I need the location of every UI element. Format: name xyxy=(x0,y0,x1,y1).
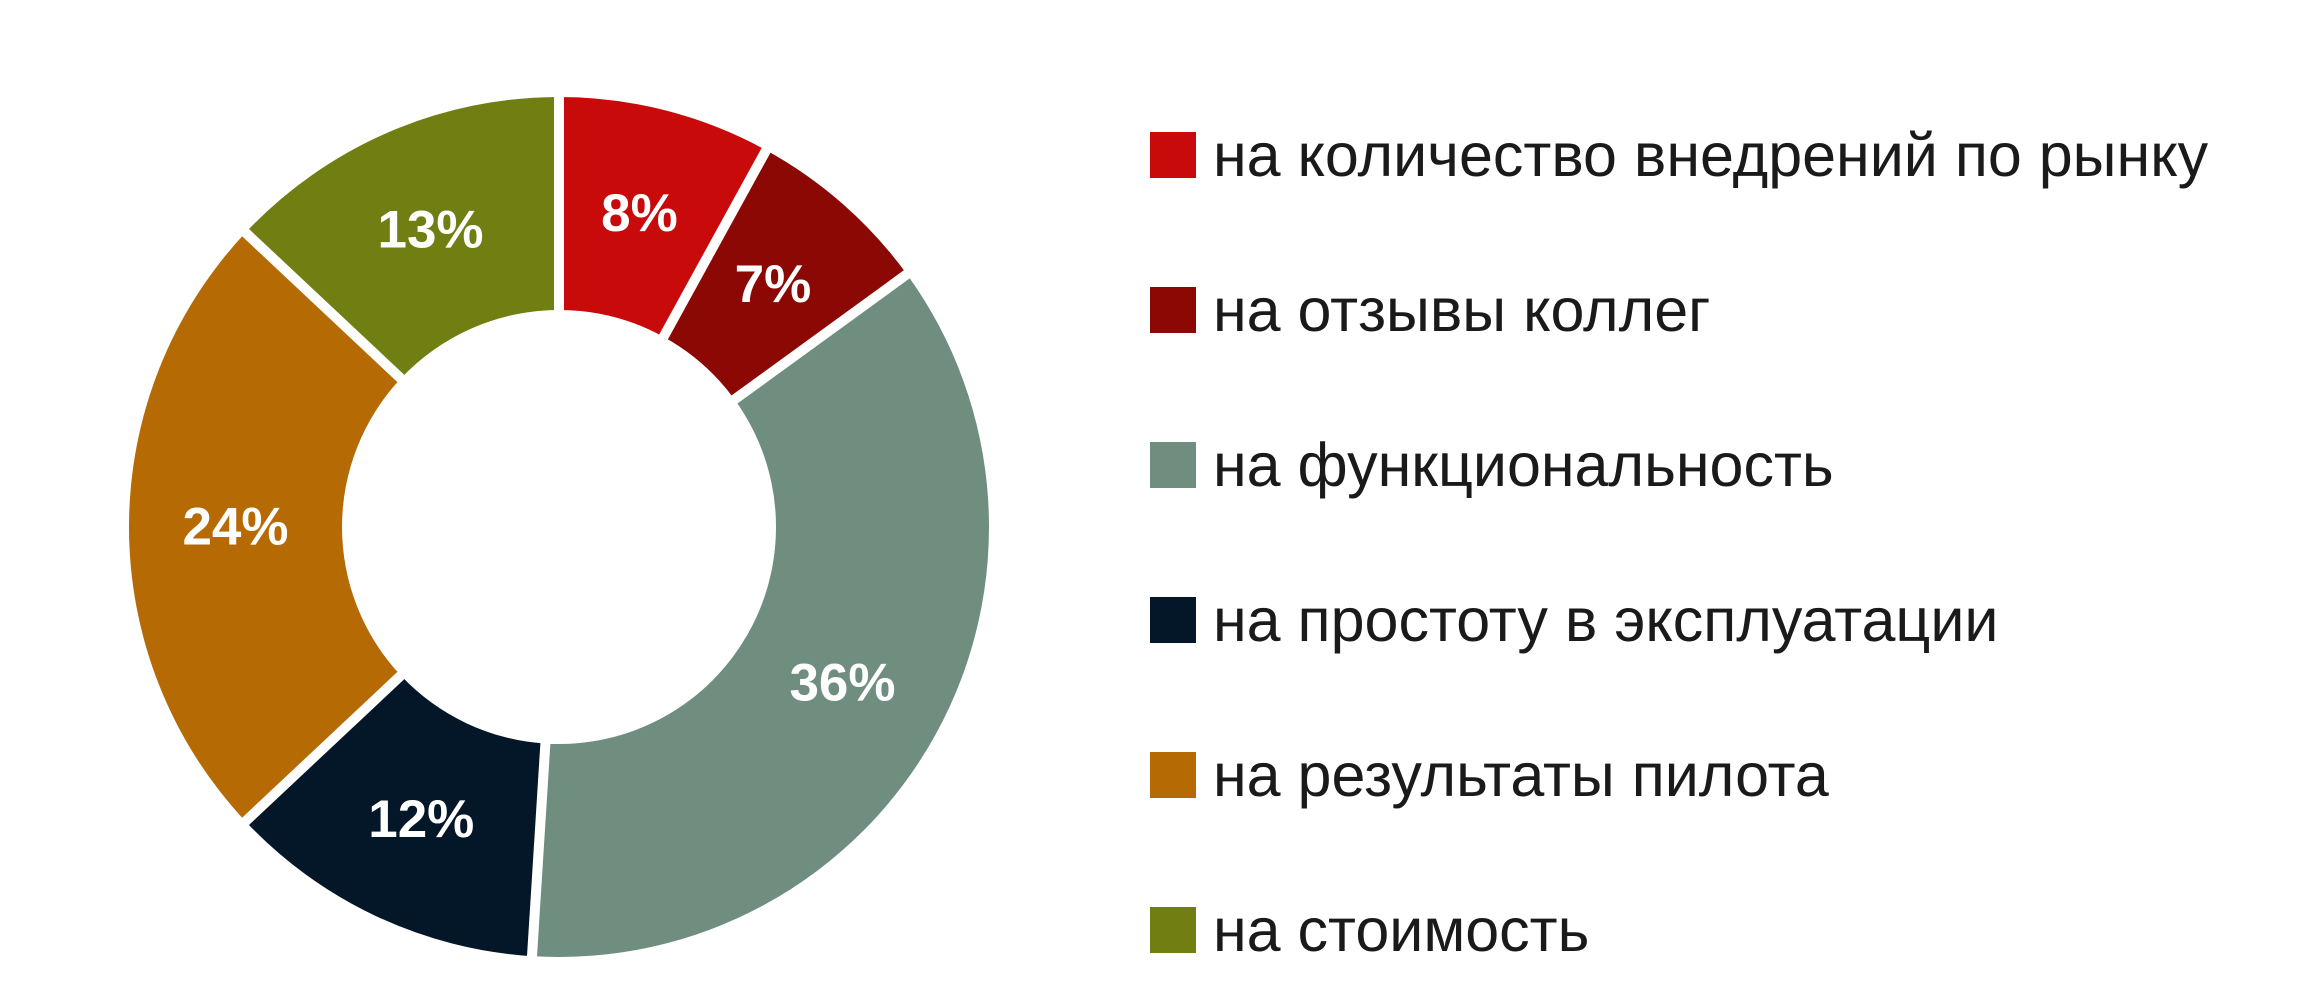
chart-legend: на количество внедрений по рынку на отзы… xyxy=(1150,110,2208,975)
pie-slice-1 xyxy=(559,97,767,337)
legend-color-swatch xyxy=(1150,287,1196,333)
legend-label: на функциональность xyxy=(1213,430,1834,499)
slice-percent-label: 8% xyxy=(601,184,678,243)
legend-label: на простоту в эксплуатации xyxy=(1213,585,1999,654)
slice-gap-line xyxy=(237,667,409,830)
legend-label: на стоимость xyxy=(1213,895,1590,964)
legend-color-swatch xyxy=(1150,752,1196,798)
legend-color-swatch xyxy=(1150,597,1196,643)
slice-percent-label: 12% xyxy=(368,790,474,849)
slice-percent-label: 36% xyxy=(789,653,895,712)
slice-gap-line xyxy=(237,224,409,387)
legend-label: на количество внедрений по рынку xyxy=(1213,120,2209,189)
slice-gap-line xyxy=(656,142,774,345)
slice-percent-label: 24% xyxy=(182,498,288,557)
legend-item: на количество внедрений по рынку xyxy=(1150,110,2208,200)
pie-slice-6 xyxy=(245,97,559,379)
pie-slice-3 xyxy=(532,274,989,958)
slice-percent-label: 7% xyxy=(735,255,812,314)
slice-gap-line xyxy=(726,266,915,408)
pie-slice-2 xyxy=(663,150,907,400)
legend-item: на простоту в эксплуатации xyxy=(1150,575,2208,665)
pie-slice-4 xyxy=(245,675,546,957)
legend-color-swatch xyxy=(1150,132,1196,178)
legend-label: на результаты пилота xyxy=(1213,740,1829,809)
slice-gap-line xyxy=(526,737,551,963)
legend-item: на стоимость xyxy=(1150,885,2208,975)
slice-percent-label: 13% xyxy=(377,201,483,260)
legend-item: на функциональность xyxy=(1150,420,2208,510)
legend-label: на отзывы коллег xyxy=(1213,275,1711,344)
legend-color-swatch xyxy=(1150,907,1196,953)
legend-color-swatch xyxy=(1150,442,1196,488)
legend-item: на результаты пилота xyxy=(1150,730,2208,820)
pie-slice-5 xyxy=(128,232,401,822)
legend-item: на отзывы коллег xyxy=(1150,265,2208,355)
